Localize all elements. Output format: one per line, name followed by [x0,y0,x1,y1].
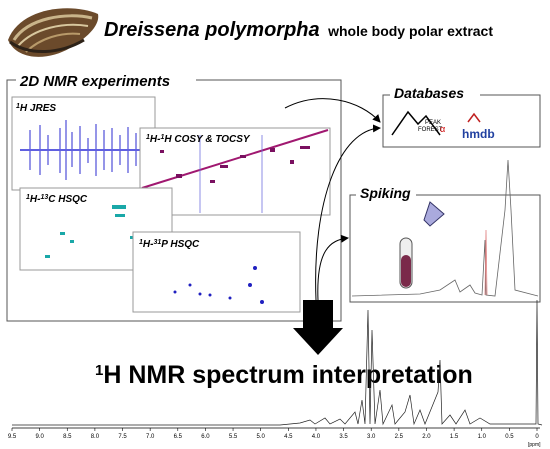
label-text: H- [30,194,41,205]
hmdb-logo [467,112,481,123]
label-text: H NMR spectrum interpretation [103,361,472,389]
tick-label: 3.0 [367,434,376,440]
tick-label: 0 [535,434,539,440]
tick-label: 6.5 [174,434,183,440]
databases-box [382,94,541,148]
jres-panel [11,96,156,191]
tick-label: 0.5 [505,434,514,440]
tick-label: 8.5 [63,434,72,440]
tick-label: 7.0 [146,434,155,440]
peakforest-text: FOREST [418,127,443,133]
label-text: P HSQC [161,239,200,250]
tick-label: 9.5 [8,434,17,440]
label-text: H- [143,239,154,250]
species-name: Dreissena polymorpha [104,19,320,41]
label-text: H- [150,134,161,145]
tick-label: 4.0 [312,434,321,440]
tick-label: 7.5 [118,434,127,440]
tick-label: 2.5 [395,434,404,440]
superscript: 1 [16,103,20,110]
cosy-label: 1H-1H COSY & TOCSY [146,134,251,146]
hsqc-p-label: 1H-31P HSQC [139,239,200,251]
peakforest-alpha: α [440,124,445,134]
tick-label: 3.5 [339,434,348,440]
superscript: 1 [139,239,143,246]
hsqc-p-panel [132,231,301,313]
spike-peak [484,229,488,296]
down-arrow [293,300,343,355]
connector [317,234,349,301]
subtitle: whole body polar extract [327,23,493,39]
tick-label: 1.5 [450,434,459,440]
label-text: C HSQC [48,194,88,205]
tick-label: 6.0 [201,434,210,440]
tick-label: 1.0 [478,434,487,440]
superscript: 31 [153,239,161,246]
superscript: 1 [26,194,30,201]
nmr-spectrum [12,299,543,426]
tick-label: 4.5 [284,434,293,440]
axis-unit: [ppm] [528,442,541,448]
hsqc-c-label: 1H-13C HSQC [26,194,88,206]
spiking-box [349,194,541,303]
superscript: 13 [40,194,48,201]
mussel-image [8,8,99,57]
result-title: 1H NMR spectrum interpretation [95,361,473,389]
spiking-title: Spiking [360,185,411,201]
label-text: H COSY & TOCSY [164,134,251,145]
tick-label: 5.5 [229,434,238,440]
nmr-2d-title: 2D NMR experiments [19,73,170,90]
tick-label: 8.0 [91,434,100,440]
hmdb-text: hmdb [462,127,495,141]
jres-label: 1H JRES [16,103,56,115]
arrow-databases [284,98,381,123]
peakforest-text: PEAK [425,120,441,126]
spiked-spectrum [351,159,539,297]
label-text: H JRES [20,103,56,114]
connector [315,124,381,301]
header-title: Dreissena polymorpha whole body polar ex… [104,19,493,41]
tick-label: 9.0 [35,434,44,440]
tube-icon [399,201,445,289]
databases-title: Databases [394,85,464,101]
tick-label: 5.0 [257,434,266,440]
superscript: 1 [95,362,103,379]
tick-label: 2.0 [422,434,431,440]
superscript: 1 [146,134,150,141]
peakforest-logo [391,110,441,136]
superscript: 1 [160,134,164,141]
